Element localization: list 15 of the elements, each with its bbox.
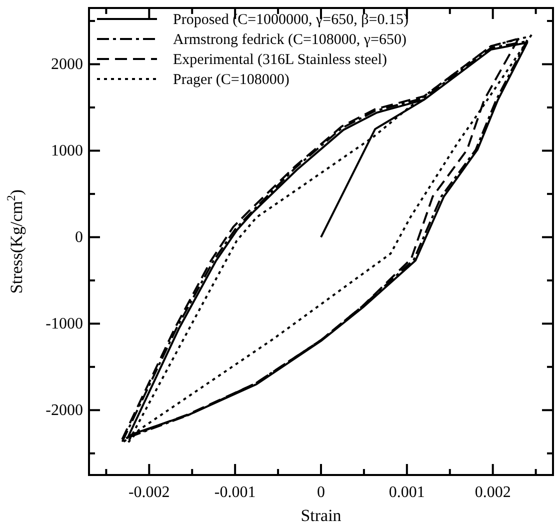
x-tick-label: -0.002 — [128, 484, 170, 501]
y-tick-label: -1000 — [46, 316, 83, 333]
y-tick-label: 2000 — [51, 56, 83, 74]
x-axis-title: Strain — [300, 506, 342, 525]
x-tick-label: 0 — [317, 484, 325, 501]
y-tick-label: 1000 — [51, 142, 83, 160]
x-tick-label: -0.001 — [214, 484, 256, 501]
legend-label: Prager (C=108000) — [173, 72, 290, 88]
legend-label: Armstrong fedrick (C=108000, γ=650) — [173, 32, 407, 48]
legend-label: Proposed (C=1000000, γ=650, β=0.15) — [173, 12, 408, 28]
x-tick-label: 0.002 — [474, 484, 511, 501]
legend-label: Experimental (316L Stainless steel) — [173, 52, 387, 68]
y-tick-label: 0 — [75, 229, 83, 246]
x-tick-label: 0.001 — [388, 484, 425, 501]
y-tick-label: -2000 — [46, 402, 83, 420]
